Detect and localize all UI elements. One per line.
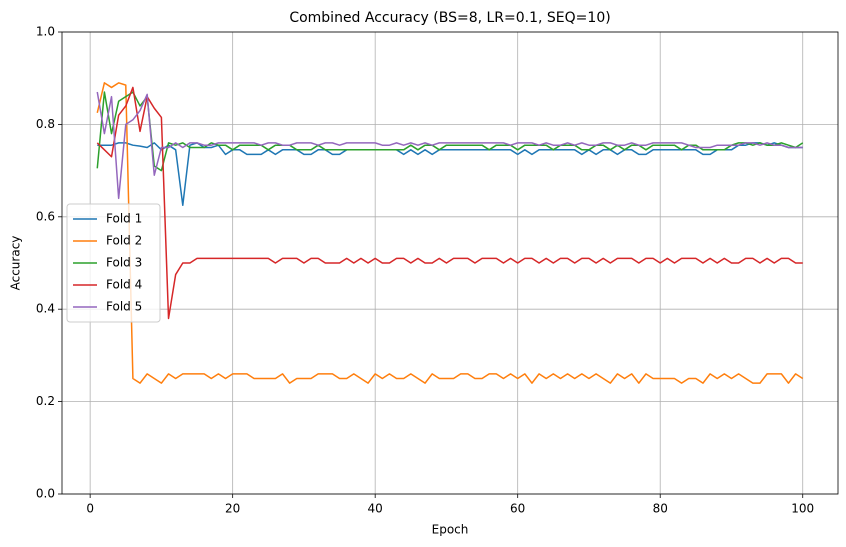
- x-tick-label: 20: [225, 502, 240, 516]
- chart-title: Combined Accuracy (BS=8, LR=0.1, SEQ=10): [289, 10, 610, 26]
- y-tick-label: 0.8: [36, 117, 55, 131]
- line-series: [96, 82, 804, 384]
- x-axis-label: Epoch: [432, 523, 469, 537]
- legend-label: Fold 2: [106, 234, 142, 248]
- y-tick-label: 0.6: [36, 209, 55, 223]
- line-series: [97, 142, 803, 206]
- legend-label: Fold 1: [106, 212, 142, 226]
- y-tick-label: 0.4: [36, 302, 55, 316]
- legend-label: Fold 4: [106, 278, 142, 292]
- y-axis-label: Accuracy: [9, 236, 23, 291]
- x-tick-label: 80: [653, 502, 668, 516]
- x-tick-label: 0: [86, 502, 94, 516]
- legend-label: Fold 3: [106, 256, 142, 270]
- line-series: [96, 86, 803, 320]
- line-series: [96, 91, 804, 172]
- y-tick-label: 0.2: [36, 394, 55, 408]
- y-tick-label: 0.0: [36, 487, 55, 501]
- plot-frame: [61, 31, 839, 495]
- legend-label: Fold 5: [106, 300, 142, 314]
- line-series: [96, 91, 803, 200]
- legend-box: [66, 203, 161, 323]
- legend: Fold 1 Fold 2 Fold 3 Fold 4 Fold 5: [66, 203, 161, 323]
- x-tick-label: 40: [368, 502, 383, 516]
- y-tick-label: 1.0: [36, 25, 55, 39]
- x-tick-label: 100: [791, 502, 814, 516]
- x-tick-label: 60: [510, 502, 525, 516]
